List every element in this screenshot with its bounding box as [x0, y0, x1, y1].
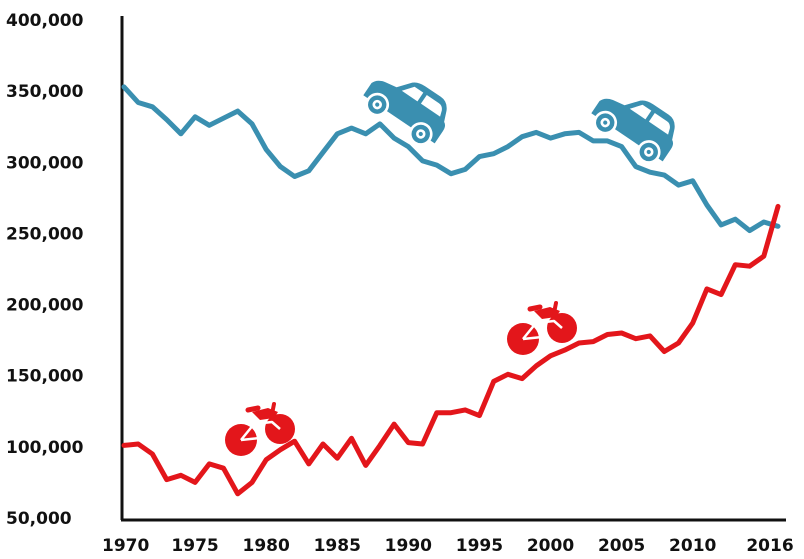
x-tick-label: 1970 [102, 536, 149, 554]
x-tick-label: 1990 [385, 536, 432, 554]
series-lines [121, 84, 781, 497]
x-tick-label: 2000 [527, 536, 574, 554]
x-tick-label: 1995 [456, 536, 503, 554]
y-tick-label: 350,000 [6, 82, 84, 102]
axes [120, 16, 786, 522]
y-tick-label: 250,000 [6, 224, 84, 244]
y-tick-label: 150,000 [6, 367, 84, 387]
x-tick-label: 1975 [171, 536, 218, 554]
tick-labels: 50,000 100,000 150,000 200,000 250,000 300,00… [6, 11, 794, 556]
y-tick-label: 50,000 [6, 509, 72, 529]
x-tick-label: 2016 [746, 536, 793, 554]
car-icon [363, 80, 447, 146]
car-icon [591, 98, 675, 164]
bicycle-icon [507, 301, 577, 355]
cars-series-line [121, 84, 781, 234]
x-tick-label: 1980 [243, 536, 290, 554]
y-tick-label: 200,000 [6, 296, 84, 316]
y-tick-label: 400,000 [6, 11, 84, 31]
bikes-series-line [121, 203, 781, 497]
x-tick-label: 2010 [669, 536, 716, 554]
series-icons [225, 80, 675, 456]
x-tick-label: 2005 [598, 536, 645, 554]
y-tick-label: 300,000 [6, 153, 84, 173]
y-tick-label: 100,000 [6, 438, 84, 458]
bicycle-icon [225, 402, 295, 456]
x-tick-label: 1985 [314, 536, 361, 554]
